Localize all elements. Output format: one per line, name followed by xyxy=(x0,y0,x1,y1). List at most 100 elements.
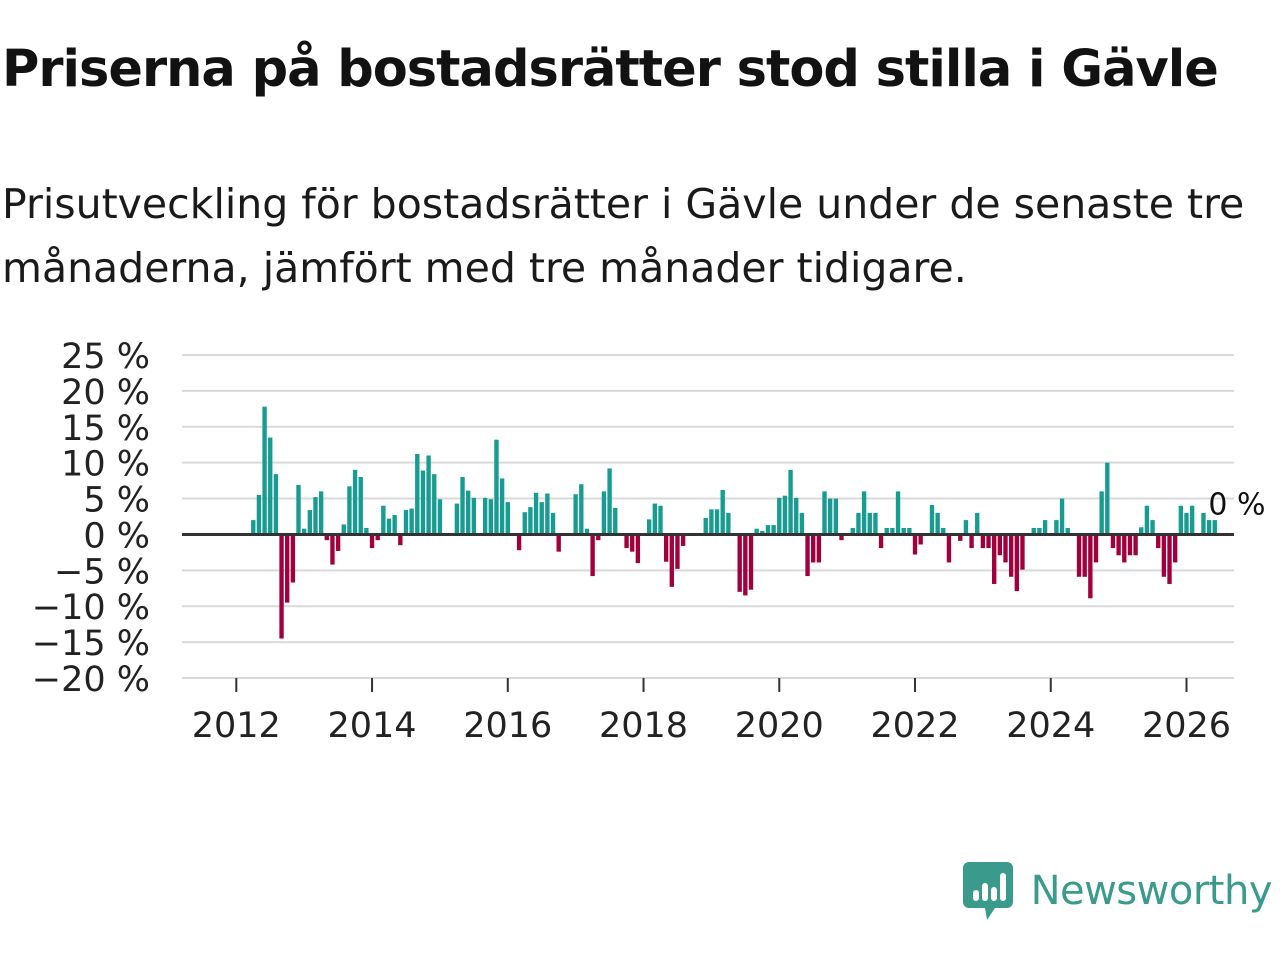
bar xyxy=(1201,512,1206,535)
y-tick-label: 15 % xyxy=(61,409,150,449)
bar xyxy=(613,507,618,535)
bar xyxy=(992,534,997,584)
bar xyxy=(279,534,284,639)
bar xyxy=(1122,534,1127,563)
bar xyxy=(550,512,556,535)
bar xyxy=(975,512,980,535)
y-tick-label: 5 % xyxy=(83,481,150,521)
bar xyxy=(573,494,578,535)
bar xyxy=(494,439,499,535)
y-tick-label: −20 % xyxy=(32,660,150,700)
bar xyxy=(1054,520,1059,535)
bar xyxy=(1189,505,1195,535)
bar xyxy=(375,534,380,541)
x-tick-label: 2016 xyxy=(463,706,552,746)
bar xyxy=(1150,520,1155,535)
bar xyxy=(980,534,986,549)
price-change-chart: 25 %20 %15 %10 %5 %0 %−5 %−10 %−15 %−20 … xyxy=(32,337,1266,746)
bar xyxy=(409,508,414,535)
bar xyxy=(1031,527,1036,535)
bar xyxy=(330,534,335,565)
x-axis: 2012 2014 2016 2018 2020 2022 2024 2026 xyxy=(182,532,1234,746)
bar xyxy=(296,484,301,535)
bar xyxy=(946,534,952,563)
bar xyxy=(726,512,731,535)
x-tick-label: 2024 xyxy=(1006,706,1095,746)
bar xyxy=(816,534,822,563)
bar xyxy=(1014,534,1019,592)
bar xyxy=(867,512,872,535)
bar xyxy=(630,534,635,552)
bar xyxy=(516,534,522,551)
bar xyxy=(1144,505,1150,535)
bar xyxy=(307,510,313,535)
bar xyxy=(890,527,895,535)
bar xyxy=(929,505,935,535)
bar xyxy=(1037,527,1042,535)
bar xyxy=(1076,534,1082,577)
bar xyxy=(703,517,708,535)
bar xyxy=(839,534,844,541)
bar xyxy=(335,534,341,551)
bar xyxy=(499,478,505,535)
bar xyxy=(878,534,884,549)
bar xyxy=(590,534,595,577)
bar xyxy=(1127,534,1133,556)
chart-title: Priserna på bostadsrätter stod stilla i … xyxy=(2,40,1219,99)
y-tick-label: −10 % xyxy=(32,588,150,628)
bar xyxy=(432,474,437,535)
y-tick-label: 20 % xyxy=(61,373,150,413)
bar xyxy=(273,474,279,535)
bar xyxy=(466,490,471,535)
bar xyxy=(873,512,878,535)
newsworthy-logo: Newsworthy xyxy=(962,862,1273,920)
bar xyxy=(861,491,867,535)
bar xyxy=(358,477,363,535)
bar xyxy=(907,527,912,535)
bar xyxy=(1110,534,1116,549)
bar xyxy=(1161,534,1167,577)
bar xyxy=(850,527,855,535)
bar xyxy=(1059,498,1065,535)
bar xyxy=(805,534,810,577)
bar xyxy=(1003,534,1008,563)
bar xyxy=(754,528,759,535)
bar xyxy=(652,503,658,535)
bar xyxy=(647,519,652,535)
bar xyxy=(658,505,663,535)
bar xyxy=(782,495,788,535)
x-tick-label: 2026 xyxy=(1142,706,1231,746)
bar xyxy=(958,534,963,541)
bar xyxy=(285,534,290,603)
bar xyxy=(290,534,296,583)
x-tick-label: 2014 xyxy=(327,706,416,746)
bar xyxy=(347,486,352,535)
bar xyxy=(1133,534,1138,556)
bar xyxy=(884,527,889,535)
bar xyxy=(918,534,923,545)
bar xyxy=(748,534,754,590)
bar xyxy=(963,520,969,535)
bar xyxy=(777,497,782,535)
bar xyxy=(720,489,725,535)
bar xyxy=(488,499,493,535)
bar xyxy=(251,520,256,535)
newsworthy-logo-text: Newsworthy xyxy=(1030,868,1273,914)
bar xyxy=(788,469,793,535)
bar xyxy=(1139,527,1144,535)
bar xyxy=(556,534,561,552)
bar xyxy=(1088,534,1093,599)
bar xyxy=(997,534,1003,556)
bar xyxy=(539,502,544,535)
bar xyxy=(935,512,940,535)
bar xyxy=(941,527,946,535)
bar xyxy=(505,502,510,535)
bar xyxy=(635,534,641,564)
bars xyxy=(251,406,1217,639)
bar xyxy=(771,525,776,535)
bar xyxy=(1212,520,1217,535)
y-tick-label: 10 % xyxy=(61,445,150,485)
bar xyxy=(709,509,714,535)
bar xyxy=(403,510,409,535)
x-tick-label: 2018 xyxy=(599,706,688,746)
